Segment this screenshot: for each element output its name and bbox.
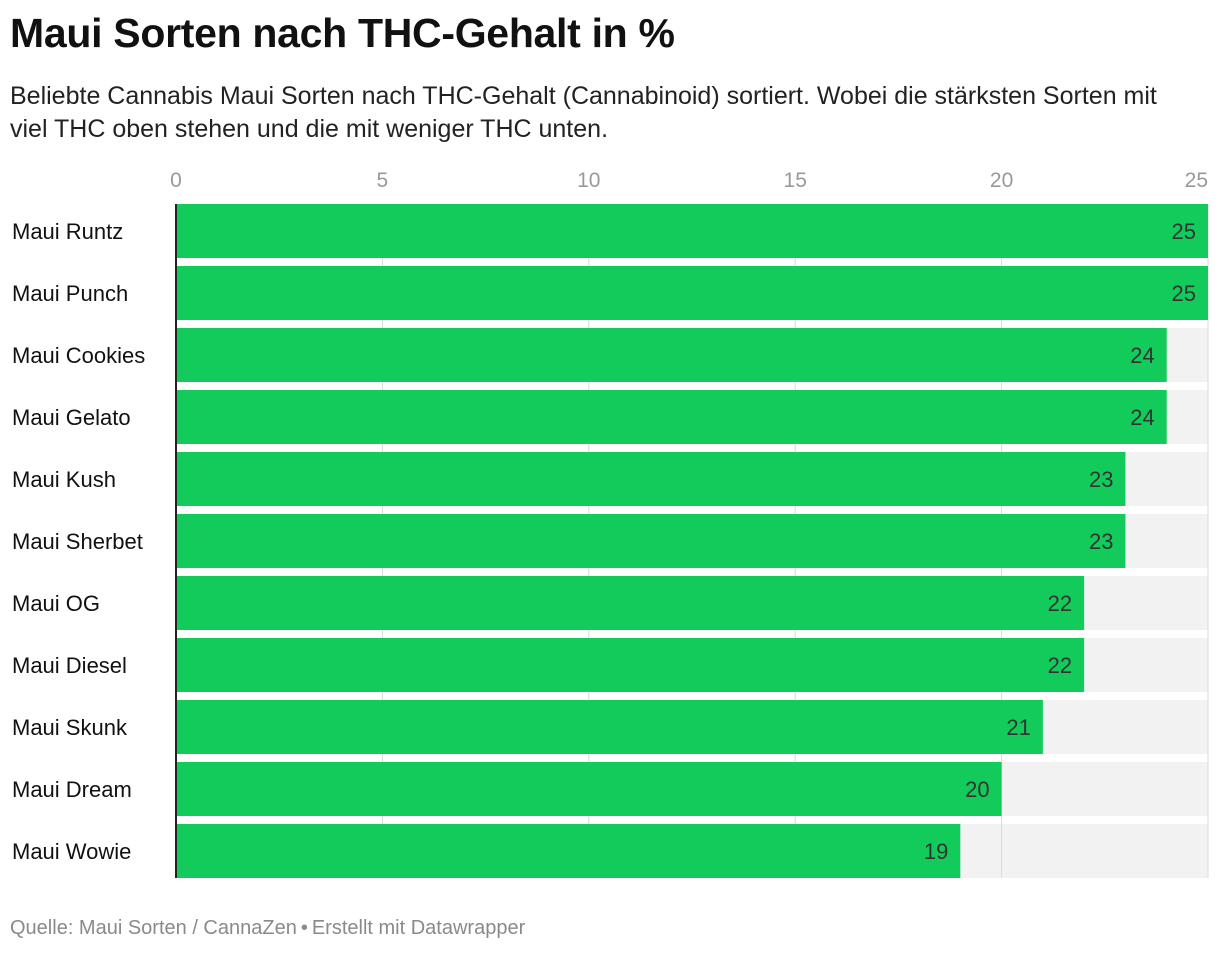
x-tick-label: 25 (1185, 169, 1208, 192)
category-label: Maui Runtz (12, 219, 123, 244)
category-label: Maui OG (12, 591, 100, 616)
value-label: 25 (1172, 281, 1196, 306)
category-label: Maui Dream (12, 777, 132, 802)
bar (176, 266, 1208, 320)
value-label: 24 (1130, 343, 1154, 368)
x-tick-label: 5 (377, 169, 389, 192)
category-label: Maui Cookies (12, 343, 145, 368)
footer-separator: • (300, 917, 308, 939)
bar (176, 824, 961, 878)
category-label: Maui Wowie (12, 839, 131, 864)
category-label: Maui Sherbet (12, 529, 143, 554)
x-tick-label: 0 (170, 169, 182, 192)
category-label: Maui Skunk (12, 715, 128, 740)
value-label: 19 (924, 839, 948, 864)
value-label: 22 (1048, 591, 1072, 616)
bar (176, 204, 1208, 258)
value-label: 21 (1006, 715, 1030, 740)
value-label: 23 (1089, 467, 1113, 492)
bar (176, 452, 1126, 506)
x-tick-label: 15 (784, 169, 807, 192)
bar (176, 576, 1085, 630)
bar-chart: 0 5 10 15 20 25 Maui Runtz 25 Maui Punch 25 Maui C… (12, 169, 1209, 878)
chart-footer: Quelle: Maui Sorten / CannaZen • Erstellt … (10, 917, 525, 940)
chart-title: Maui Sorten nach THC-Gehalt in % (10, 10, 675, 56)
value-label: 20 (965, 777, 989, 802)
source-note: Quelle: Maui Sorten / CannaZen (10, 917, 297, 939)
category-label: Maui Punch (12, 281, 128, 306)
category-label: Maui Diesel (12, 653, 127, 678)
bar (176, 328, 1167, 382)
category-label: Maui Gelato (12, 405, 131, 430)
bar (176, 514, 1126, 568)
value-label: 24 (1130, 405, 1154, 430)
chart-subtitle: Beliebte Cannabis Maui Sorten nach THC-G… (10, 82, 1157, 143)
bar (176, 762, 1002, 816)
credit-note: Erstellt mit Datawrapper (311, 917, 526, 939)
category-label: Maui Kush (12, 467, 116, 492)
x-tick-label: 10 (577, 169, 600, 192)
value-label: 23 (1089, 529, 1113, 554)
bar (176, 638, 1085, 692)
bar (176, 390, 1167, 444)
x-tick-label: 20 (990, 169, 1013, 192)
value-label: 25 (1172, 219, 1196, 244)
value-label: 22 (1048, 653, 1072, 678)
bar (176, 700, 1043, 754)
